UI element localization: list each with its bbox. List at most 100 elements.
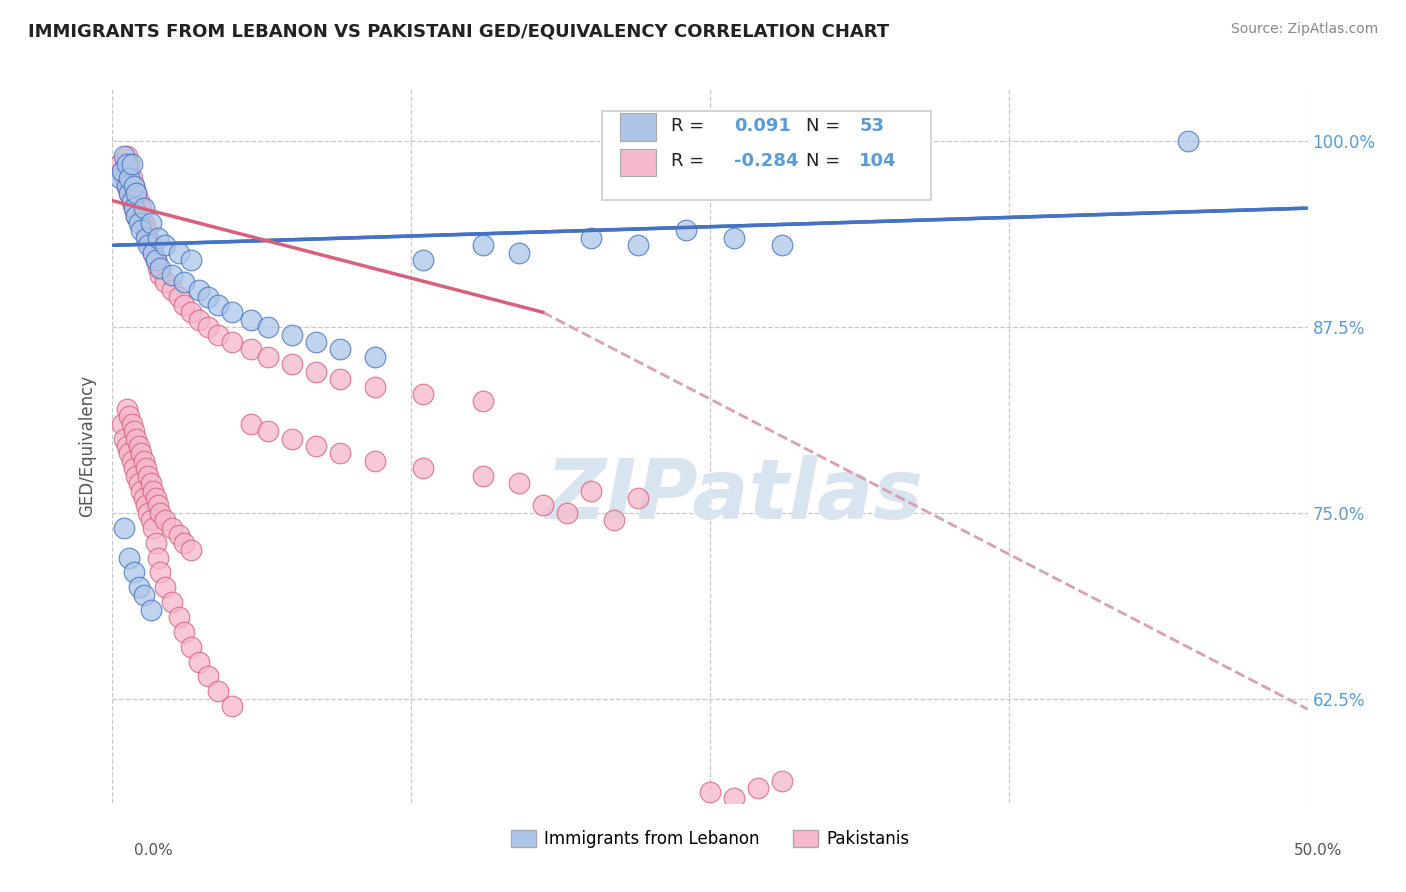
Point xyxy=(118,171,141,186)
Point xyxy=(138,238,160,252)
Point xyxy=(173,276,195,290)
Point xyxy=(162,283,183,297)
Point xyxy=(115,178,138,193)
Point xyxy=(139,476,162,491)
Point xyxy=(115,439,138,453)
Point xyxy=(723,231,745,245)
Point xyxy=(770,238,793,252)
Point xyxy=(153,513,176,527)
FancyBboxPatch shape xyxy=(603,111,931,200)
Point xyxy=(162,521,183,535)
Text: 104: 104 xyxy=(859,153,897,170)
Point xyxy=(146,550,169,565)
Point xyxy=(125,186,148,201)
Point xyxy=(118,446,141,460)
Point xyxy=(145,253,167,268)
Point xyxy=(603,513,626,527)
Point xyxy=(364,454,387,468)
Point xyxy=(145,491,167,505)
Point xyxy=(221,334,243,349)
Point xyxy=(122,424,145,438)
Legend: Immigrants from Lebanon, Pakistanis: Immigrants from Lebanon, Pakistanis xyxy=(503,823,917,855)
Point xyxy=(169,528,191,542)
Point xyxy=(329,343,352,357)
Point xyxy=(197,669,219,683)
Point xyxy=(122,201,145,215)
Point xyxy=(146,260,169,275)
Point xyxy=(412,253,434,268)
Point xyxy=(169,245,191,260)
Point xyxy=(627,238,650,252)
Point xyxy=(364,350,387,364)
Text: R =: R = xyxy=(671,117,704,135)
Point xyxy=(122,461,145,475)
Point xyxy=(146,231,169,245)
Text: IMMIGRANTS FROM LEBANON VS PAKISTANI GED/EQUIVALENCY CORRELATION CHART: IMMIGRANTS FROM LEBANON VS PAKISTANI GED… xyxy=(28,22,889,40)
Point xyxy=(121,417,143,431)
Point xyxy=(197,290,219,304)
Point xyxy=(146,499,169,513)
Point xyxy=(305,439,328,453)
Point xyxy=(129,483,152,498)
Point xyxy=(555,506,578,520)
Point xyxy=(121,171,143,186)
Point xyxy=(153,238,176,252)
Point xyxy=(329,446,352,460)
Point xyxy=(115,178,138,193)
Point xyxy=(723,791,745,805)
Point xyxy=(770,773,793,788)
Point xyxy=(364,379,387,393)
Point xyxy=(125,209,148,223)
Point xyxy=(180,543,202,558)
Point xyxy=(1177,134,1199,148)
Point xyxy=(508,476,530,491)
Point xyxy=(108,156,131,170)
Point xyxy=(412,461,434,475)
Point xyxy=(145,535,167,549)
Point xyxy=(281,357,304,371)
Point xyxy=(221,305,243,319)
Point xyxy=(153,580,176,594)
Point xyxy=(129,446,152,460)
Point xyxy=(139,513,162,527)
Point xyxy=(169,290,191,304)
Point xyxy=(121,194,143,208)
Point xyxy=(412,387,434,401)
Point xyxy=(579,231,602,245)
Point xyxy=(240,343,263,357)
Point xyxy=(472,468,495,483)
Point xyxy=(129,201,152,215)
Point xyxy=(118,186,141,201)
Point xyxy=(187,283,209,297)
Y-axis label: GED/Equivalency: GED/Equivalency xyxy=(79,375,97,517)
Point xyxy=(257,424,280,438)
Point xyxy=(508,245,530,260)
Point xyxy=(128,194,150,208)
Point xyxy=(240,312,263,326)
Text: Source: ZipAtlas.com: Source: ZipAtlas.com xyxy=(1230,22,1378,37)
Text: -0.284: -0.284 xyxy=(734,153,799,170)
Point xyxy=(114,171,135,186)
Point xyxy=(118,409,141,424)
Point xyxy=(257,320,280,334)
Point xyxy=(138,468,160,483)
Point xyxy=(305,365,328,379)
Point xyxy=(115,401,138,416)
Text: 53: 53 xyxy=(859,117,884,135)
Point xyxy=(173,298,195,312)
Text: N =: N = xyxy=(806,153,839,170)
Point xyxy=(305,334,328,349)
Point xyxy=(281,327,304,342)
Text: 0.0%: 0.0% xyxy=(134,843,173,858)
Point xyxy=(125,468,148,483)
Point xyxy=(699,785,721,799)
Point xyxy=(125,209,148,223)
Point xyxy=(207,327,229,342)
Point xyxy=(180,305,202,319)
Point xyxy=(122,566,145,580)
Point xyxy=(128,580,150,594)
Point xyxy=(135,461,157,475)
Point xyxy=(472,238,495,252)
Point xyxy=(207,684,229,698)
Point xyxy=(472,394,495,409)
